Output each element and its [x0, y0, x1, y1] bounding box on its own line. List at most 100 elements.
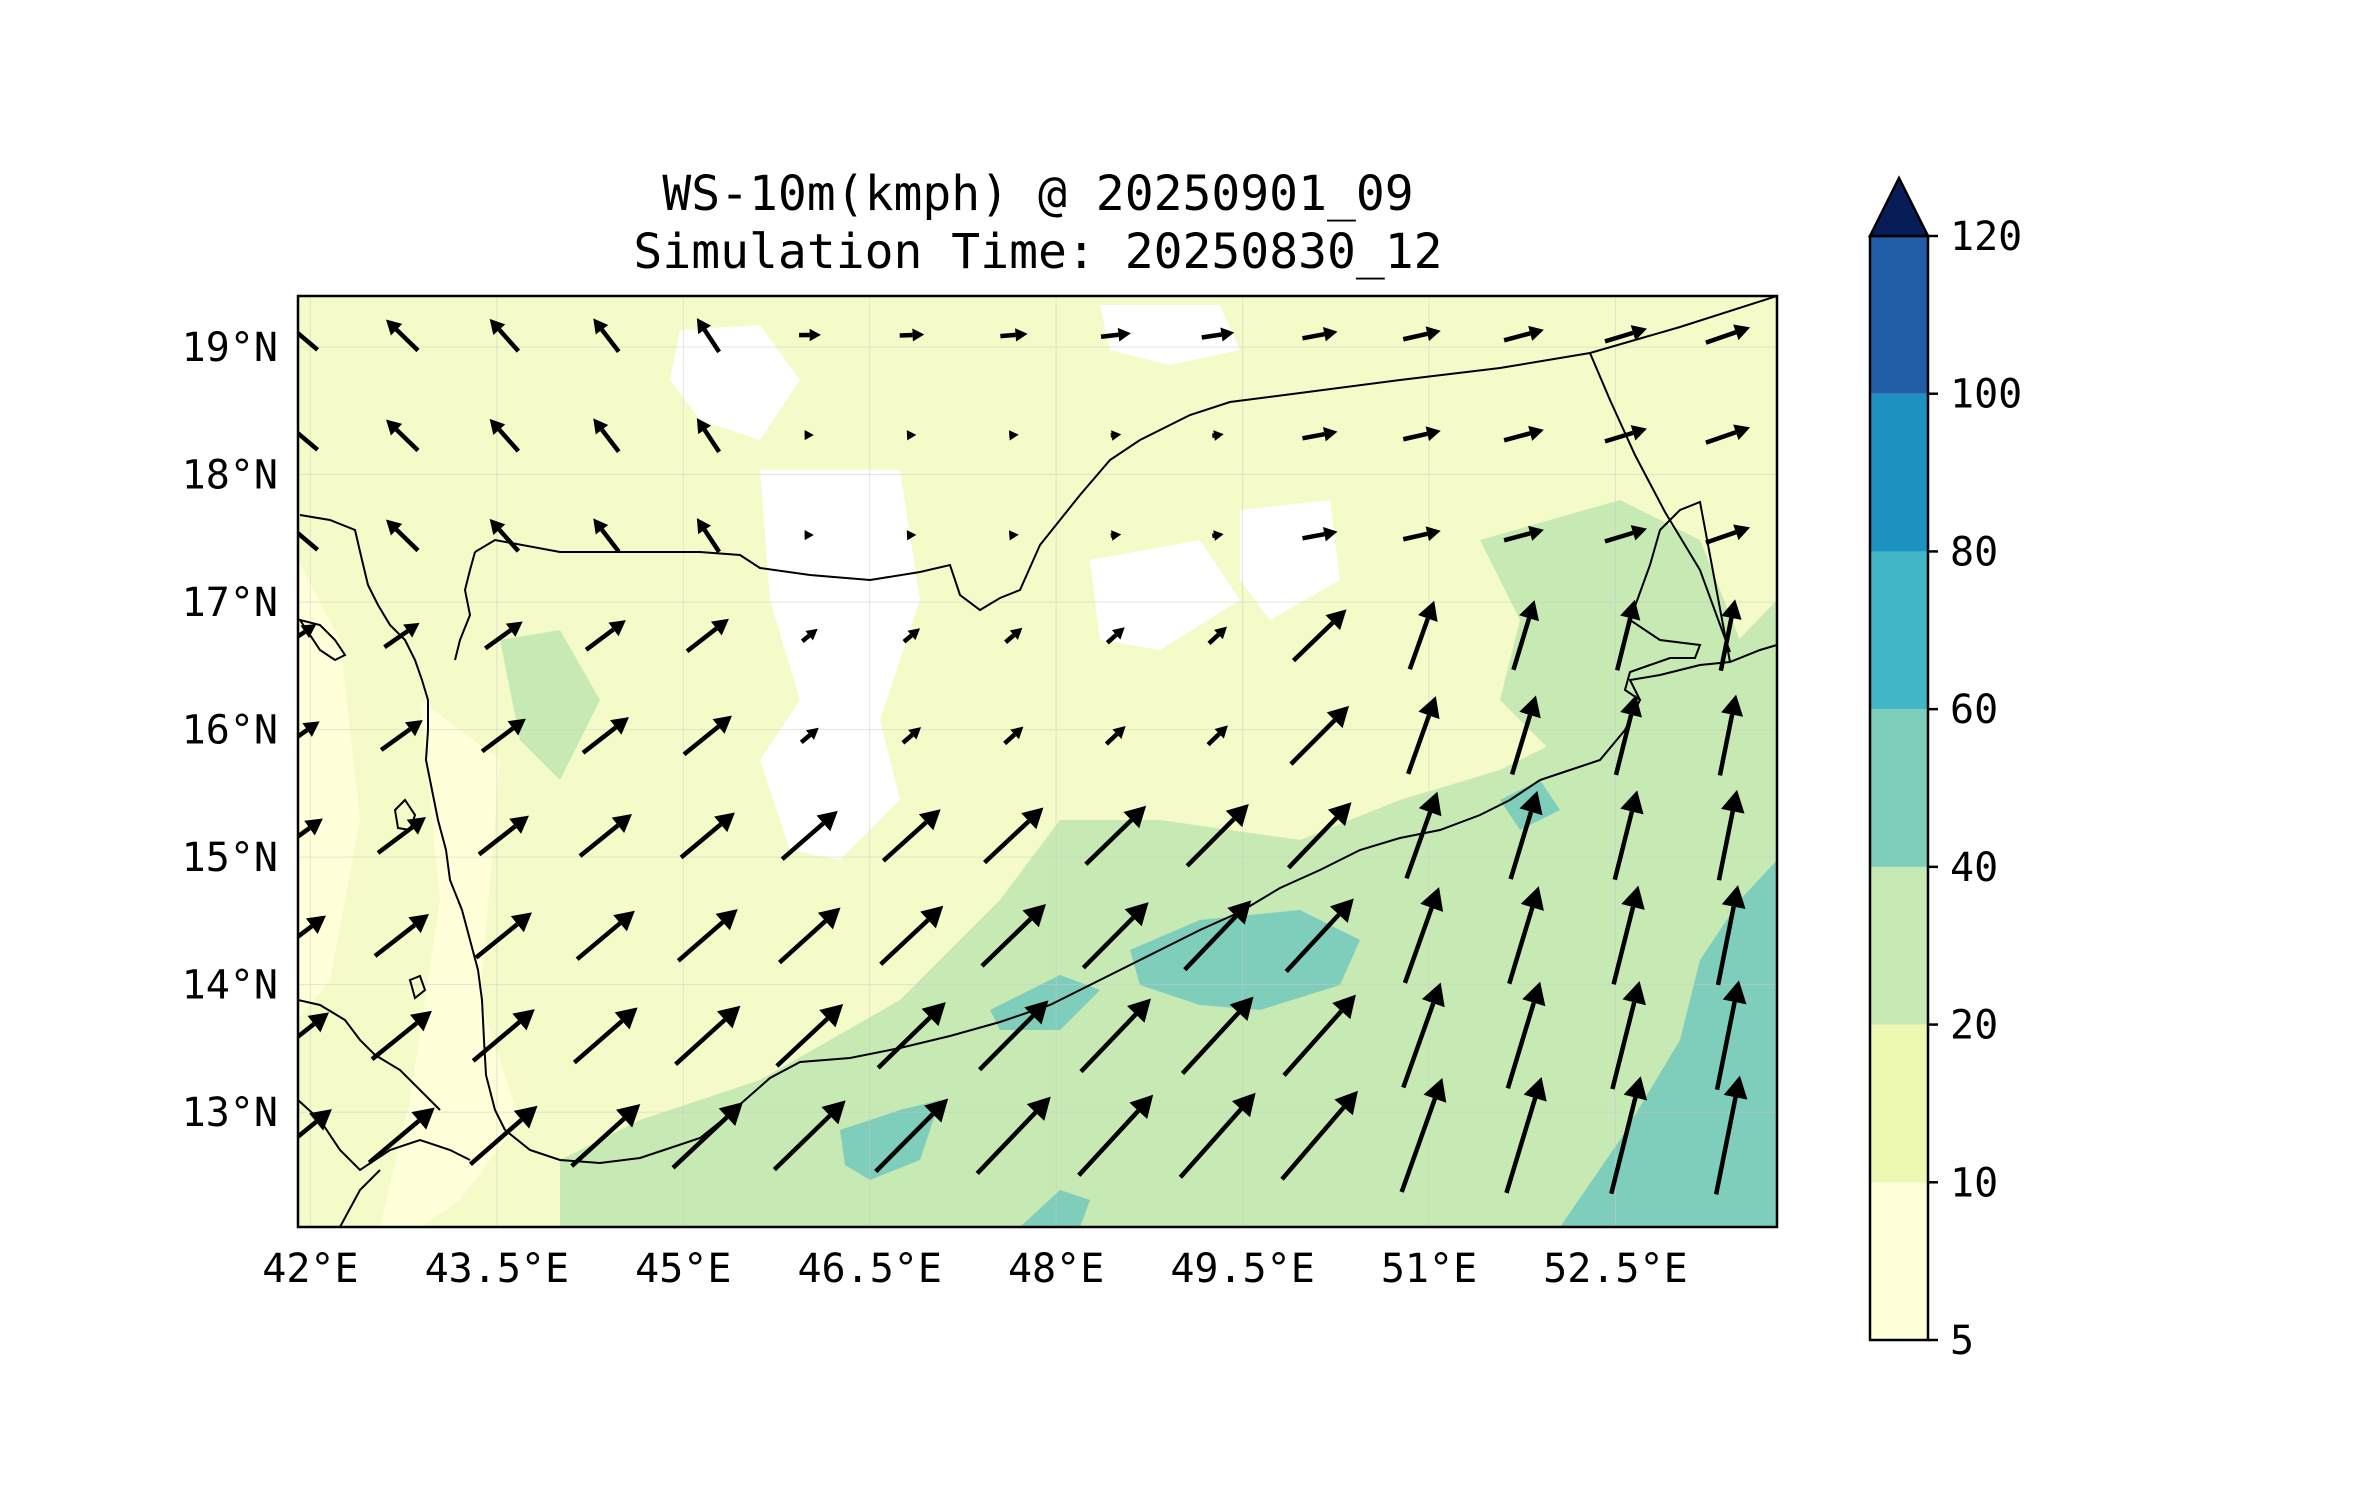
- wind-arrow: [477, 815, 529, 857]
- wind-arrow: [575, 910, 635, 961]
- wind-arrow: [799, 328, 821, 342]
- wind-arrow: [874, 1098, 949, 1174]
- wind-arrow: [1718, 599, 1742, 672]
- wind-arrow: [1614, 599, 1641, 671]
- colorbar-segment: [1870, 236, 1928, 394]
- wind-arrow: [1503, 325, 1544, 343]
- wind-arrow: [799, 727, 819, 745]
- wind-arrow: [1609, 1076, 1648, 1195]
- wind-arrow: [581, 717, 629, 755]
- wind-arrow: [1504, 1077, 1547, 1194]
- coastline-eritrea: [298, 999, 441, 1111]
- wind-speed-shading: [298, 305, 1777, 1227]
- y-tick-label: 19°N: [182, 325, 278, 371]
- y-tick-label: 15°N: [182, 835, 278, 881]
- wind-arrow: [489, 518, 521, 553]
- wind-arrow: [775, 1003, 844, 1068]
- wind-arrow: [1705, 524, 1751, 545]
- wind-arrow: [679, 812, 735, 860]
- wind-arrow: [1604, 425, 1648, 444]
- wind-arrow: [906, 530, 917, 541]
- colorbar-segment: [1870, 1024, 1928, 1183]
- wind-arrow: [1705, 324, 1751, 345]
- wind-arrow: [1302, 426, 1338, 442]
- wind-arrow: [298, 721, 320, 740]
- shade-calm-east: [1240, 500, 1340, 620]
- wind-arrow: [367, 1107, 435, 1165]
- wind-arrow: [1284, 898, 1354, 974]
- wind-arrow: [1079, 998, 1151, 1074]
- wind-arrow: [1705, 424, 1751, 445]
- wind-arrow: [1407, 600, 1438, 671]
- x-tick-label: 43.5°E: [425, 1246, 570, 1292]
- shade-high-gulf-3: [840, 1100, 940, 1180]
- wind-arrow: [1402, 887, 1444, 984]
- wind-arrow: [674, 1005, 741, 1066]
- x-tick-label: 52.5°E: [1543, 1246, 1688, 1292]
- wind-arrow: [899, 328, 925, 342]
- x-tick-label: 46.5°E: [797, 1246, 942, 1292]
- wind-arrow: [584, 620, 626, 652]
- colorbar-tick-label: 20: [1950, 1003, 1998, 1049]
- shade-low-west: [298, 560, 360, 1020]
- wind-arrow: [1280, 1090, 1358, 1181]
- wind-arrow: [593, 418, 621, 453]
- wind-arrow: [1716, 789, 1745, 881]
- y-tick-label: 18°N: [182, 453, 278, 499]
- wind-arrow: [489, 318, 521, 353]
- wind-arrow: [780, 810, 838, 861]
- wind-arrow: [373, 913, 429, 958]
- wind-arrow: [1507, 886, 1544, 985]
- shade-calm-center-2: [1090, 540, 1240, 650]
- wind-arrow: [682, 715, 732, 757]
- wind-arrow: [696, 518, 722, 554]
- colorbar-tick-label: 5: [1950, 1318, 1974, 1364]
- wind-arrow: [881, 809, 941, 863]
- wind-arrow: [298, 1012, 330, 1040]
- x-tick-label: 49.5°E: [1170, 1246, 1315, 1292]
- wind-arrow: [1717, 694, 1744, 776]
- wind-arrow: [902, 628, 921, 644]
- wind-arrow: [1610, 980, 1646, 1090]
- colorbar-frame: [1868, 234, 1930, 1342]
- colorbar-tick-label: 80: [1950, 529, 1998, 575]
- wind-arrow: [1286, 802, 1352, 870]
- wind-arrow: [489, 418, 521, 453]
- wind-arrow: [1104, 726, 1126, 746]
- shade-calm-north-2: [1100, 305, 1240, 365]
- wind-arrow: [980, 903, 1046, 968]
- wind-arrow: [1004, 627, 1023, 644]
- wind-arrow: [483, 621, 523, 651]
- wind-arrow: [901, 727, 922, 745]
- wind-arrow: [1604, 525, 1648, 544]
- wind-arrow: [1211, 430, 1224, 441]
- wind-arrow: [1201, 327, 1235, 342]
- wind-arrow: [977, 1000, 1049, 1072]
- y-tick-label: 17°N: [182, 580, 278, 626]
- wind-arrow: [1084, 805, 1147, 866]
- coastline-red-sea: [299, 514, 506, 1131]
- wind-arrow: [578, 814, 632, 858]
- wind-arrow: [386, 319, 420, 353]
- y-tick-label: 14°N: [182, 963, 278, 1009]
- wind-arrow: [298, 818, 323, 840]
- wind-arrow: [593, 518, 621, 553]
- colorbar-tick-label: 120: [1950, 214, 2022, 260]
- wind-arrow: [696, 418, 722, 454]
- wind-arrow: [1289, 705, 1350, 766]
- shade-low-coast: [380, 700, 520, 1227]
- colorbar-segment: [1870, 709, 1928, 867]
- shade-high-gulf-4: [1020, 1190, 1090, 1227]
- wind-arrow: [1402, 426, 1441, 442]
- wind-arrow: [572, 1007, 638, 1065]
- wind-arrow: [1402, 326, 1441, 342]
- wind-arrow: [570, 1103, 641, 1168]
- wind-arrow: [1402, 526, 1441, 542]
- wind-arrow: [1183, 900, 1252, 972]
- title-line-1: WS-10m(kmph) @ 20250901_09: [662, 166, 1413, 222]
- wind-arrow: [906, 430, 917, 441]
- wind-arrow: [1505, 981, 1546, 1089]
- wind-arrow: [1081, 902, 1149, 970]
- wind-arrow: [1715, 885, 1746, 986]
- wind-arrow: [1206, 725, 1228, 747]
